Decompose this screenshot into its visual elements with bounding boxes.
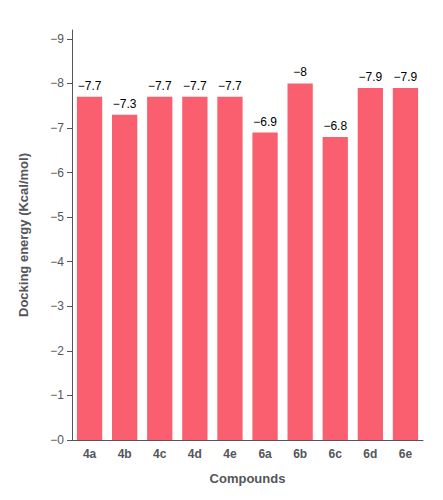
svg-text:−9: −9 — [50, 32, 64, 46]
svg-text:6c: 6c — [329, 447, 343, 461]
svg-text:Compounds: Compounds — [210, 471, 286, 486]
svg-text:−8: −8 — [293, 65, 307, 79]
svg-text:6a: 6a — [258, 447, 272, 461]
svg-text:−6: −6 — [50, 166, 64, 180]
svg-text:−1: −1 — [50, 388, 64, 402]
svg-text:−7.7: −7.7 — [183, 79, 207, 93]
svg-text:6b: 6b — [293, 447, 307, 461]
svg-text:−6.8: −6.8 — [323, 119, 347, 133]
svg-text:4d: 4d — [188, 447, 202, 461]
svg-text:−7.9: −7.9 — [358, 70, 382, 84]
svg-text:−7.9: −7.9 — [394, 70, 418, 84]
svg-text:−3: −3 — [50, 299, 64, 313]
svg-text:−0: −0 — [50, 433, 64, 447]
svg-text:4b: 4b — [118, 447, 132, 461]
svg-text:−2: −2 — [50, 344, 64, 358]
svg-text:4c: 4c — [153, 447, 167, 461]
svg-text:4a: 4a — [83, 447, 97, 461]
svg-text:−4: −4 — [50, 255, 64, 269]
svg-text:−8: −8 — [50, 76, 64, 90]
svg-text:−7.7: −7.7 — [148, 79, 172, 93]
svg-text:−5: −5 — [50, 210, 64, 224]
svg-text:4e: 4e — [223, 447, 237, 461]
svg-text:6d: 6d — [363, 447, 377, 461]
svg-text:−7.7: −7.7 — [218, 79, 242, 93]
svg-text:−6.9: −6.9 — [253, 115, 277, 129]
svg-text:Docking energy (Kcal/mol): Docking energy (Kcal/mol) — [16, 153, 31, 317]
svg-text:−7: −7 — [50, 121, 64, 135]
svg-text:6e: 6e — [399, 447, 413, 461]
svg-text:−7.7: −7.7 — [78, 79, 102, 93]
svg-text:−7.3: −7.3 — [113, 97, 137, 111]
